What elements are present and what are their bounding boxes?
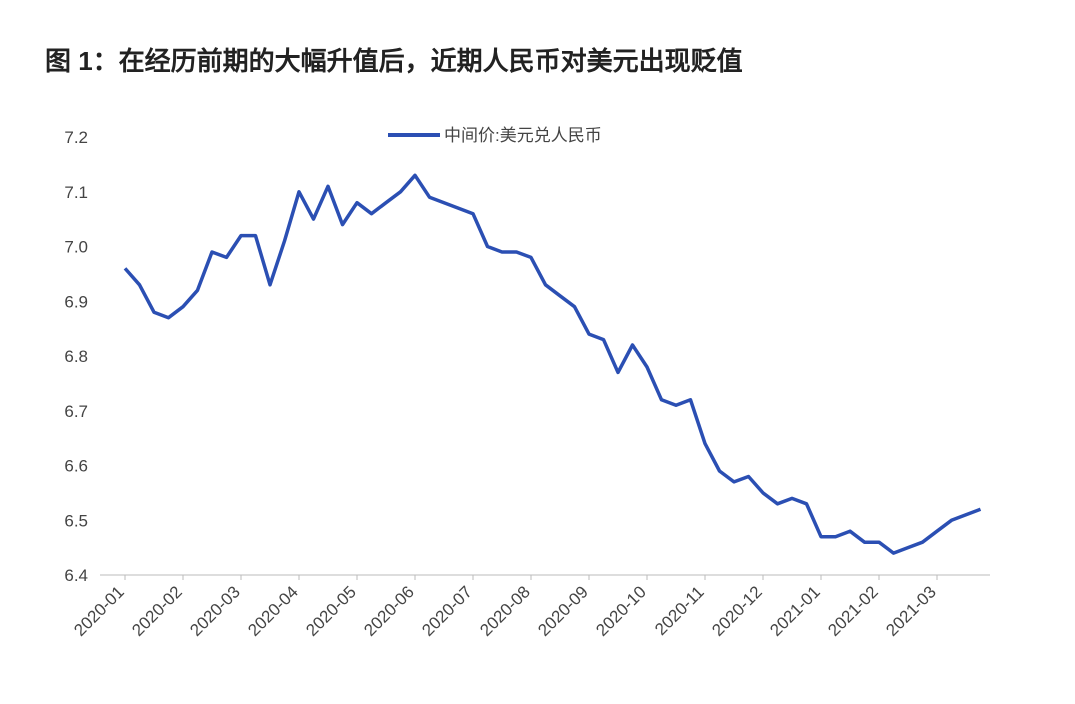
y-tick-label: 6.6 — [64, 457, 88, 476]
x-tick-label: 2020-06 — [360, 582, 418, 640]
y-tick-label: 7.0 — [64, 238, 88, 257]
y-tick-label: 6.8 — [64, 347, 88, 366]
x-tick-label: 2020-04 — [244, 582, 302, 640]
x-tick-label: 2020-03 — [186, 582, 244, 640]
x-tick-label: 2020-08 — [476, 582, 534, 640]
y-tick-label: 7.2 — [64, 128, 88, 147]
x-tick-label: 2021-03 — [882, 582, 940, 640]
x-tick-label: 2021-01 — [766, 582, 824, 640]
y-tick-label: 6.9 — [64, 292, 88, 311]
chart-title: 图 1：在经历前期的大幅升值后，近期人民币对美元出现贬值 — [45, 46, 743, 76]
y-tick-label: 6.7 — [64, 402, 88, 421]
x-tick-label: 2020-12 — [708, 582, 766, 640]
y-tick-label: 6.4 — [64, 566, 88, 585]
legend-label: 中间价:美元兑人民币 — [444, 126, 602, 145]
x-tick-label: 2020-02 — [128, 582, 186, 640]
x-tick-label: 2020-07 — [418, 582, 476, 640]
x-tick-label: 2020-09 — [534, 582, 592, 640]
x-tick-label: 2021-02 — [824, 582, 882, 640]
line-series — [123, 173, 982, 555]
y-tick-label: 6.5 — [64, 511, 88, 530]
x-tick-label: 2020-10 — [592, 582, 650, 640]
x-tick-label: 2020-01 — [70, 582, 128, 640]
x-tick-label: 2020-05 — [302, 582, 360, 640]
x-tick-label: 2020-11 — [651, 582, 708, 639]
y-tick-label: 7.1 — [64, 183, 88, 202]
